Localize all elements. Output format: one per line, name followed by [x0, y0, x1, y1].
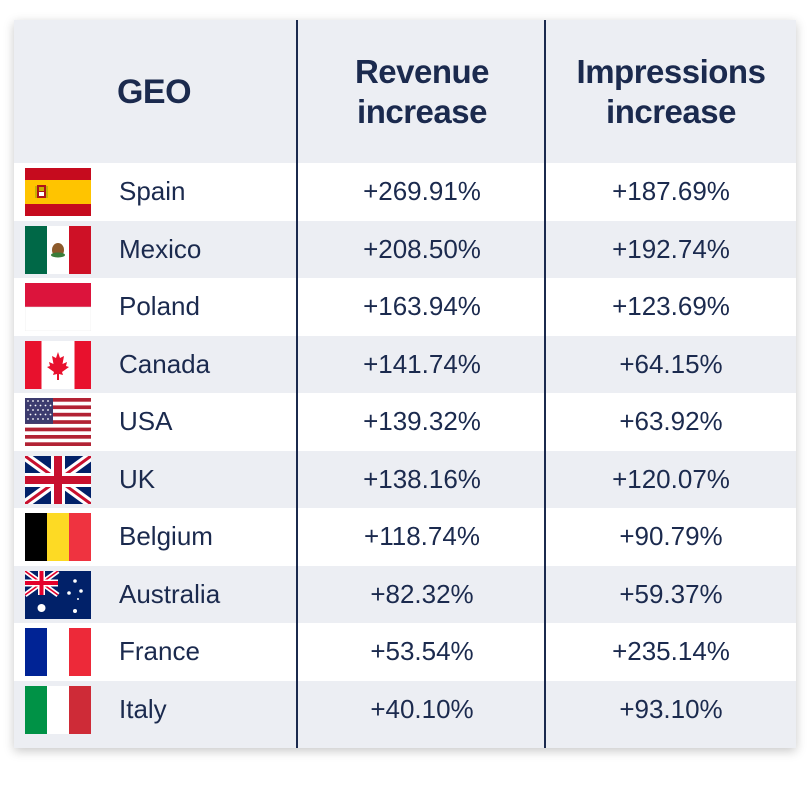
table-header: GEO Revenue increase Impressions increas… [14, 20, 796, 163]
country-name: Mexico [119, 233, 202, 264]
impressions-value: +187.69% [612, 176, 730, 206]
canada-flag-icon [25, 340, 91, 389]
table-row: Australia +82.32% +59.37% [14, 565, 796, 623]
country-name: Belgium [119, 521, 213, 551]
revenue-value: +269.91% [363, 176, 481, 206]
impressions-value: +123.69% [612, 291, 730, 321]
impressions-value: +192.74% [612, 233, 730, 264]
column-divider [296, 20, 298, 748]
header-revenue-increase: Revenue increase [354, 52, 490, 130]
revenue-value: +53.54% [370, 636, 474, 666]
revenue-value: +141.74% [363, 348, 481, 379]
uk-flag-icon [25, 455, 91, 504]
table-row: Italy +40.10% +93.10% [14, 680, 796, 738]
header-impressions-increase: Impressions increase [576, 52, 766, 130]
table-row: USA +139.32% +63.92% [14, 393, 796, 451]
table-row: Poland +163.94% +123.69% [14, 278, 796, 336]
table-body: Spain +269.91% +187.69% Mexico +208.50% … [14, 163, 796, 738]
belgium-flag-icon [25, 513, 91, 561]
country-name: Spain [119, 176, 186, 206]
country-name: Poland [119, 291, 200, 321]
impressions-value: +64.15% [619, 348, 723, 379]
table-row: Spain +269.91% +187.69% [14, 163, 796, 221]
france-flag-icon [25, 628, 91, 676]
italy-flag-icon [25, 685, 91, 734]
revenue-value: +82.32% [370, 578, 474, 609]
impressions-value: +93.10% [619, 693, 723, 724]
revenue-value: +118.74% [364, 521, 480, 551]
table-row: Belgium +118.74% +90.79% [14, 508, 796, 566]
country-name: Canada [119, 348, 211, 379]
impressions-value: +90.79% [619, 521, 723, 551]
australia-flag-icon [25, 570, 91, 619]
usa-flag-icon [25, 398, 91, 446]
mexico-flag-icon [25, 225, 91, 274]
table-row: France +53.54% +235.14% [14, 623, 796, 681]
country-name: UK [119, 463, 156, 494]
poland-flag-icon [25, 283, 91, 331]
column-divider [544, 20, 546, 748]
spain-flag-icon [25, 168, 91, 216]
table-row: UK +138.16% +120.07% [14, 450, 796, 508]
revenue-value: +138.16% [363, 463, 481, 494]
table-row: Mexico +208.50% +192.74% [14, 220, 796, 278]
revenue-value: +139.32% [363, 406, 481, 436]
header-geo: GEO [116, 72, 192, 111]
impressions-value: +235.14% [612, 636, 730, 666]
country-name: France [119, 636, 200, 666]
country-name: Italy [119, 693, 167, 724]
impressions-value: +63.92% [619, 406, 723, 436]
impressions-value: +120.07% [612, 463, 730, 494]
country-name: Australia [119, 578, 221, 609]
impressions-value: +59.37% [619, 578, 723, 609]
revenue-value: +163.94% [363, 291, 481, 321]
data-table: GEO Revenue increase Impressions increas… [14, 20, 796, 748]
revenue-value: +40.10% [370, 693, 474, 724]
country-name: USA [119, 406, 173, 436]
revenue-value: +208.50% [363, 233, 481, 264]
table-row: Canada +141.74% +64.15% [14, 335, 796, 393]
